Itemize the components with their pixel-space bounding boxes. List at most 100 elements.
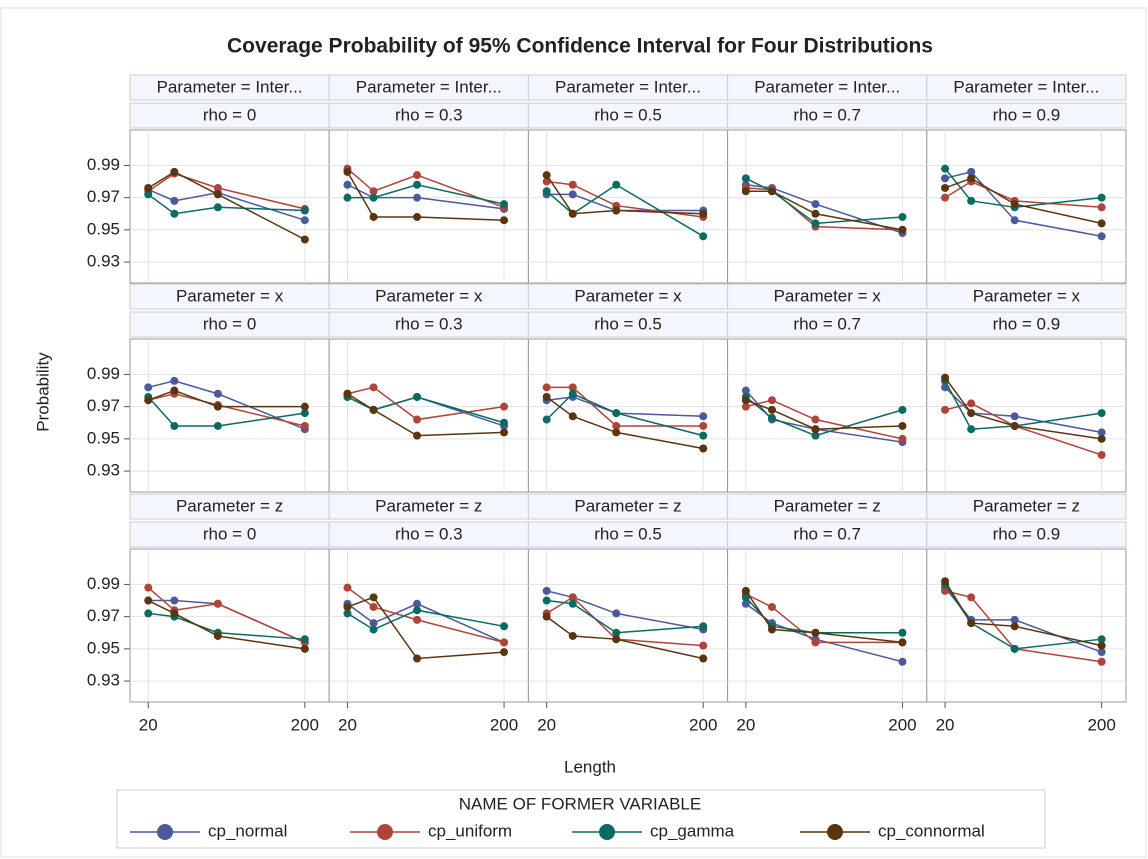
- data-point: [767, 413, 776, 422]
- col-header: [129, 521, 330, 548]
- row-header: [527, 283, 729, 310]
- data-point: [144, 583, 153, 592]
- data-point: [300, 635, 309, 644]
- data-point: [413, 212, 422, 221]
- data-point: [213, 599, 222, 608]
- data-point: [967, 174, 976, 183]
- row-header: [328, 493, 529, 520]
- series-line: [147, 599, 305, 650]
- data-point: [612, 628, 621, 637]
- y-tick-label: 0.99: [87, 574, 120, 593]
- data-point: [170, 376, 179, 385]
- data-point: [170, 209, 179, 218]
- panel-frame: [527, 548, 729, 703]
- data-point: [170, 386, 179, 395]
- series-line: [546, 616, 704, 660]
- data-point: [300, 402, 309, 411]
- data-point: [500, 648, 509, 657]
- data-point: [699, 209, 708, 218]
- data-point: [1010, 644, 1019, 653]
- data-point: [612, 409, 621, 418]
- data-point: [741, 402, 750, 411]
- data-point: [1097, 193, 1106, 202]
- data-point: [699, 431, 708, 440]
- data-point: [1097, 641, 1106, 650]
- series-line: [745, 190, 903, 231]
- data-point: [1010, 412, 1019, 421]
- data-point: [1097, 409, 1106, 418]
- data-point: [898, 657, 907, 666]
- y-tick-label: 0.93: [87, 671, 120, 690]
- row-header-label: Parameter = Inter...: [953, 77, 1099, 96]
- data-point: [612, 180, 621, 189]
- data-point: [343, 583, 352, 592]
- series-line: [148, 389, 305, 408]
- x-axis-label: Length: [564, 757, 616, 776]
- data-point: [741, 586, 750, 595]
- data-point: [699, 444, 708, 453]
- data-point: [542, 612, 551, 621]
- data-point: [542, 586, 551, 595]
- data-point: [500, 216, 509, 225]
- col-header-label: rho = 0.5: [594, 105, 662, 124]
- series-line: [346, 171, 505, 221]
- panel-frame: [328, 129, 529, 284]
- row-header: [129, 493, 330, 520]
- data-point: [1010, 216, 1019, 225]
- data-point: [568, 383, 577, 392]
- data-point: [1010, 615, 1019, 624]
- row-header-label: Parameter = Inter...: [356, 77, 502, 96]
- data-point: [568, 593, 577, 602]
- row-header-label: Parameter = x: [375, 286, 483, 305]
- series-line: [147, 587, 306, 644]
- panel-frame: [129, 129, 330, 284]
- series-line: [944, 590, 1102, 663]
- series-line: [347, 609, 505, 631]
- series-line: [745, 396, 903, 437]
- data-point: [300, 644, 309, 653]
- data-point: [500, 418, 509, 427]
- data-point: [941, 183, 950, 192]
- legend-title: NAME OF FORMER VARIABLE: [459, 794, 701, 813]
- row-header-label: Parameter = x: [774, 286, 882, 305]
- row-header: [926, 283, 1127, 310]
- x-tick-label: 200: [291, 715, 319, 734]
- series-line: [745, 184, 903, 234]
- data-point: [369, 212, 378, 221]
- series-line: [745, 399, 903, 430]
- x-tick-label: 200: [490, 715, 518, 734]
- data-point: [898, 638, 907, 647]
- row-header-label: Parameter = z: [574, 496, 681, 515]
- data-point: [568, 599, 577, 608]
- data-point: [300, 235, 309, 244]
- panel-frame: [129, 548, 330, 703]
- series-line: [147, 172, 306, 210]
- data-point: [170, 609, 179, 618]
- col-header-label: rho = 0.3: [395, 314, 463, 333]
- data-point: [1097, 203, 1106, 212]
- data-point: [741, 174, 750, 183]
- series-line: [546, 599, 704, 634]
- col-header-label: rho = 0: [203, 105, 256, 124]
- data-point: [568, 412, 577, 421]
- series-line: [944, 580, 1102, 647]
- data-point: [1097, 648, 1106, 657]
- row-header: [328, 74, 529, 101]
- row-header: [527, 74, 729, 101]
- col-header-label: rho = 0: [203, 524, 256, 543]
- row-header-label: Parameter = x: [973, 286, 1081, 305]
- panel-frame: [129, 338, 330, 493]
- data-point: [144, 190, 153, 199]
- data-point: [213, 203, 222, 212]
- x-tick-label: 200: [689, 715, 717, 734]
- col-header-label: rho = 0.3: [395, 105, 463, 124]
- row-header-label: Parameter = z: [973, 496, 1080, 515]
- row-header: [926, 74, 1127, 101]
- col-header: [328, 521, 529, 548]
- y-axis-label: Probability: [33, 352, 52, 432]
- data-point: [898, 225, 907, 234]
- data-point: [213, 402, 222, 411]
- y-tick-label: 0.99: [87, 155, 120, 174]
- row-header-label: Parameter = z: [375, 496, 482, 515]
- data-point: [542, 187, 551, 196]
